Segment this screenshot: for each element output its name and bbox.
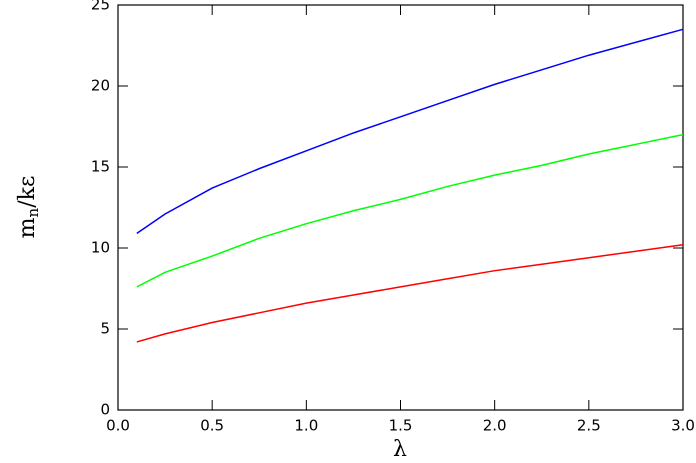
- x-axis-label: λ: [393, 437, 407, 462]
- y-axis-label: mn/kε: [15, 176, 42, 239]
- y-tick-label: 0: [100, 401, 110, 419]
- y-tick-label: 15: [91, 158, 110, 176]
- x-tick-label: 0.0: [106, 417, 130, 435]
- x-tick-label: 3.0: [671, 417, 695, 435]
- data-line: [136, 133, 684, 288]
- data-line: [136, 28, 684, 235]
- x-tick-label: 2.0: [483, 417, 507, 435]
- y-tick-label: 5: [100, 320, 110, 338]
- y-label-base: m: [15, 217, 40, 238]
- x-tick-label: 0.5: [200, 417, 224, 435]
- x-tick-label: 2.5: [577, 417, 601, 435]
- data-line: [136, 244, 684, 343]
- plot-frame: [117, 4, 684, 411]
- x-tick-label: 1.5: [389, 417, 413, 435]
- y-tick-label: 25: [91, 0, 110, 14]
- y-label-sub: n: [24, 207, 42, 217]
- y-tick-label: 20: [91, 77, 110, 95]
- y-tick-label: 10: [91, 239, 110, 257]
- x-tick-label: 1.0: [294, 417, 318, 435]
- y-label-rest: /kε: [15, 176, 40, 208]
